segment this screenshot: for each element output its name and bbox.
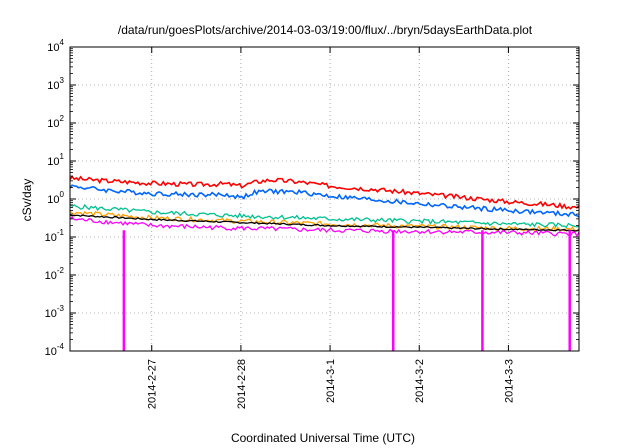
series-group [69,175,580,351]
series-line-1 [69,175,580,210]
x-tick-label: 2014-2-27 [147,359,159,409]
y-tick-label: 103 [47,76,64,92]
x-tick-labels: 2014-2-27 2014-2-28 2014-3-1 2014-3-2 2014-3… [147,359,516,409]
series-line-5 [69,214,580,232]
x-axis-label: Coordinated Universal Time (UTC) [231,431,415,445]
series-line-6 [69,216,580,238]
y-axis-label: cSv/day [20,179,34,222]
y-tick-label: 100 [47,190,64,206]
y-tick-label: 102 [47,114,64,130]
axis-ticks [70,46,579,352]
series-line-4 [69,210,580,233]
x-tick-label: 2014-3-2 [414,359,426,403]
y-tick-label: 104 [47,38,64,54]
y-tick-label: 10-2 [45,266,65,282]
x-tick-label: 2014-3-1 [325,359,337,403]
series-line-3 [69,203,580,229]
y-tick-label: 101 [47,152,64,168]
y-tick-labels: 10-4 10-3 10-2 10-1 100 101 102 103 104 [45,38,65,358]
chart-title: /data/run/goesPlots/archive/2014-03-03/1… [118,23,533,37]
x-tick-label: 2014-3-3 [503,359,515,403]
y-tick-label: 10-1 [45,228,65,244]
y-tick-label: 10-3 [45,304,65,320]
y-tick-label: 10-4 [45,342,65,358]
x-tick-label: 2014-2-28 [236,359,248,409]
grid-lines [70,47,579,351]
series-line-2 [69,184,580,218]
